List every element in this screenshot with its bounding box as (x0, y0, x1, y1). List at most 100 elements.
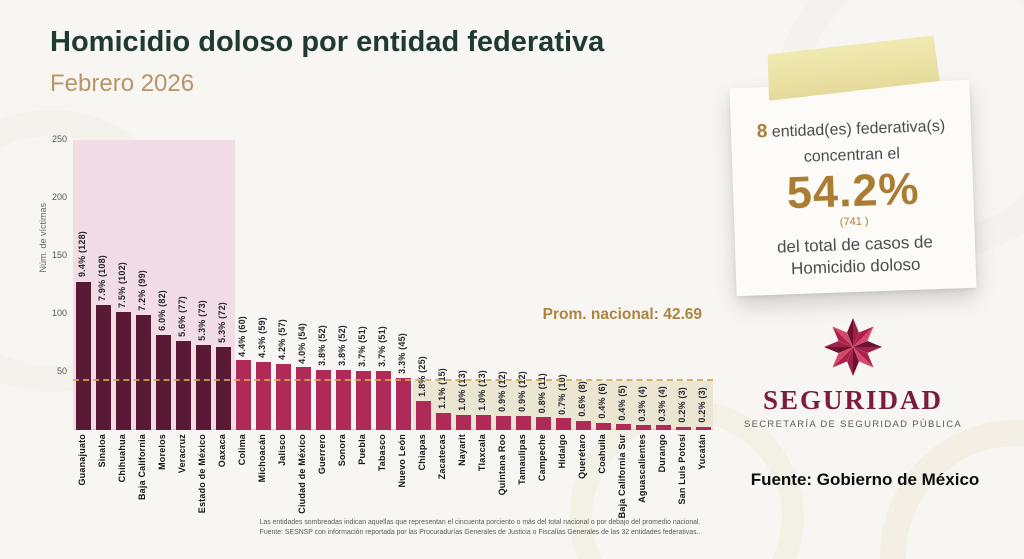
bar (475, 414, 491, 430)
footnote-line-1: Las entidades sombreadas indican aquella… (259, 519, 701, 526)
bar-value-label: 4.4% (60) (236, 315, 247, 357)
bar-value-label: 0.2% (3) (696, 386, 707, 423)
bar-value-label: 7.9% (108) (96, 254, 107, 301)
bar-value-label: 0.3% (4) (636, 385, 647, 422)
bar (615, 424, 631, 430)
note-entity-text: entidad(es) federativa(s) (767, 117, 946, 141)
x-axis-state-label: Campeche (536, 434, 547, 482)
bar (415, 401, 431, 430)
page-subtitle: Febrero 2026 (50, 70, 195, 97)
x-axis-state-label: Zacatecas (436, 434, 447, 480)
bar-value-label: 1.0% (13) (476, 370, 487, 411)
page-title: Homicidio doloso por entidad federativa (50, 26, 605, 58)
bar (575, 420, 591, 430)
bar-value-label: 1.8% (25) (416, 356, 427, 397)
x-axis-state-label: Sinaloa (96, 434, 107, 468)
x-axis-state-label: Aguascalientes (636, 434, 647, 503)
bar (555, 418, 571, 430)
bar-value-label: 5.3% (73) (196, 300, 207, 342)
chart-footnote: Las entidades sombreadas indican aquella… (150, 518, 810, 539)
bar (455, 414, 471, 430)
bar (295, 367, 311, 430)
y-axis-tick-label: 50 (56, 366, 67, 376)
bar (215, 346, 231, 430)
bar (235, 360, 251, 430)
bar (335, 369, 351, 430)
x-axis-state-label: Chihuahua (116, 434, 127, 483)
bar-value-label: 7.2% (99) (136, 270, 147, 312)
bar-value-label: 5.3% (72) (216, 301, 227, 343)
x-axis-state-label: Nayarit (456, 434, 467, 466)
bar-value-label: 0.9% (12) (516, 371, 527, 413)
bar (495, 416, 511, 430)
source-attribution: Fuente: Gobierno de México (750, 470, 980, 489)
bar-value-label: 3.7% (51) (356, 325, 367, 367)
summary-note-card: 8 entidad(es) federativa(s) concentran e… (729, 79, 977, 297)
bar (435, 412, 451, 430)
x-axis-state-label: Tamaulipas (516, 434, 527, 485)
bar (675, 426, 691, 430)
bar-value-label: 3.8% (52) (336, 324, 347, 366)
x-axis-state-label: Guerrero (316, 434, 327, 475)
bar (375, 370, 391, 430)
x-axis-state-label: Colima (236, 434, 247, 466)
x-axis-state-label: Querétaro (576, 434, 587, 479)
bar-value-label: 4.3% (59) (256, 316, 267, 358)
bar (75, 281, 91, 430)
bar-value-label: 0.2% (3) (676, 386, 687, 423)
x-axis-state-label: Michoacán (256, 434, 267, 483)
bar (515, 416, 531, 430)
footnote-line-2: Fuente: SESNSP con información reportada… (259, 529, 701, 537)
x-axis-line (73, 429, 713, 430)
x-axis-state-label: Chiapas (416, 434, 427, 471)
x-axis-state-label: Sonora (336, 434, 347, 467)
bar (635, 425, 651, 430)
x-axis-state-label: Baja California Sur (616, 434, 627, 519)
bar (95, 304, 111, 430)
bar-value-label: 0.9% (12) (496, 371, 507, 413)
bar-value-label: 3.8% (52) (316, 324, 327, 366)
x-axis-state-label: Puebla (356, 434, 367, 465)
x-axis-state-label: Hidalgo (556, 434, 567, 469)
x-axis-state-label: Baja California (136, 434, 147, 501)
seguridad-logo: SEGURIDAD SECRETARÍA DE SEGURIDAD PÚBLIC… (733, 314, 973, 430)
bar (255, 361, 271, 430)
bar-value-label: 3.3% (45) (396, 332, 407, 374)
bar (395, 377, 411, 430)
x-axis-state-label: San Luis Potosí (676, 434, 687, 505)
bar-value-label: 1.1% (15) (436, 367, 447, 409)
bar-value-label: 0.3% (4) (656, 385, 667, 422)
bar-value-label: 0.6% (8) (576, 381, 587, 417)
star-flower-icon (823, 317, 883, 377)
bar (115, 311, 131, 430)
logo-wordmark: SEGURIDAD (762, 385, 944, 415)
x-axis-state-label: Jalisco (276, 434, 287, 466)
bar-value-label: 4.0% (54) (296, 322, 307, 364)
bar (155, 334, 171, 430)
bar-chart-plot-area: 9.4% (128) Guanajuato 7.9% (108) Sinaloa 7.5… (52, 134, 713, 518)
bar (315, 369, 331, 430)
bar (135, 315, 151, 430)
bar (195, 345, 211, 430)
bar (275, 363, 291, 430)
x-axis-state-label: Veracruz (176, 434, 187, 474)
x-axis-state-label: Yucatán (696, 434, 707, 470)
bar (355, 370, 371, 430)
x-axis-state-label: Estado de México (196, 434, 207, 514)
bar (535, 417, 551, 430)
x-axis-state-label: Ciudad de México (296, 434, 307, 514)
y-axis-tick-label: 200 (51, 192, 67, 202)
x-axis-state-label: Morelos (156, 434, 167, 470)
national-average-caption: Prom. nacional: 42.69 (542, 306, 702, 323)
bar-value-label: 3.7% (51) (376, 325, 387, 367)
bar-value-label: 0.4% (6) (596, 383, 607, 419)
x-axis-state-label: Oaxaca (216, 434, 227, 468)
x-axis-state-label: Tabasco (376, 434, 387, 472)
bar-value-label: 9.4% (128) (76, 231, 87, 278)
note-entities-line: 8 entidad(es) federativa(s) (731, 114, 972, 144)
x-axis-state-label: Nuevo León (396, 434, 407, 488)
bar-value-label: 7.5% (102) (116, 261, 127, 308)
bar-value-label: 0.4% (5) (616, 384, 627, 421)
bar-value-label: 4.2% (57) (276, 319, 287, 360)
y-axis-tick-label: 250 (51, 134, 67, 144)
